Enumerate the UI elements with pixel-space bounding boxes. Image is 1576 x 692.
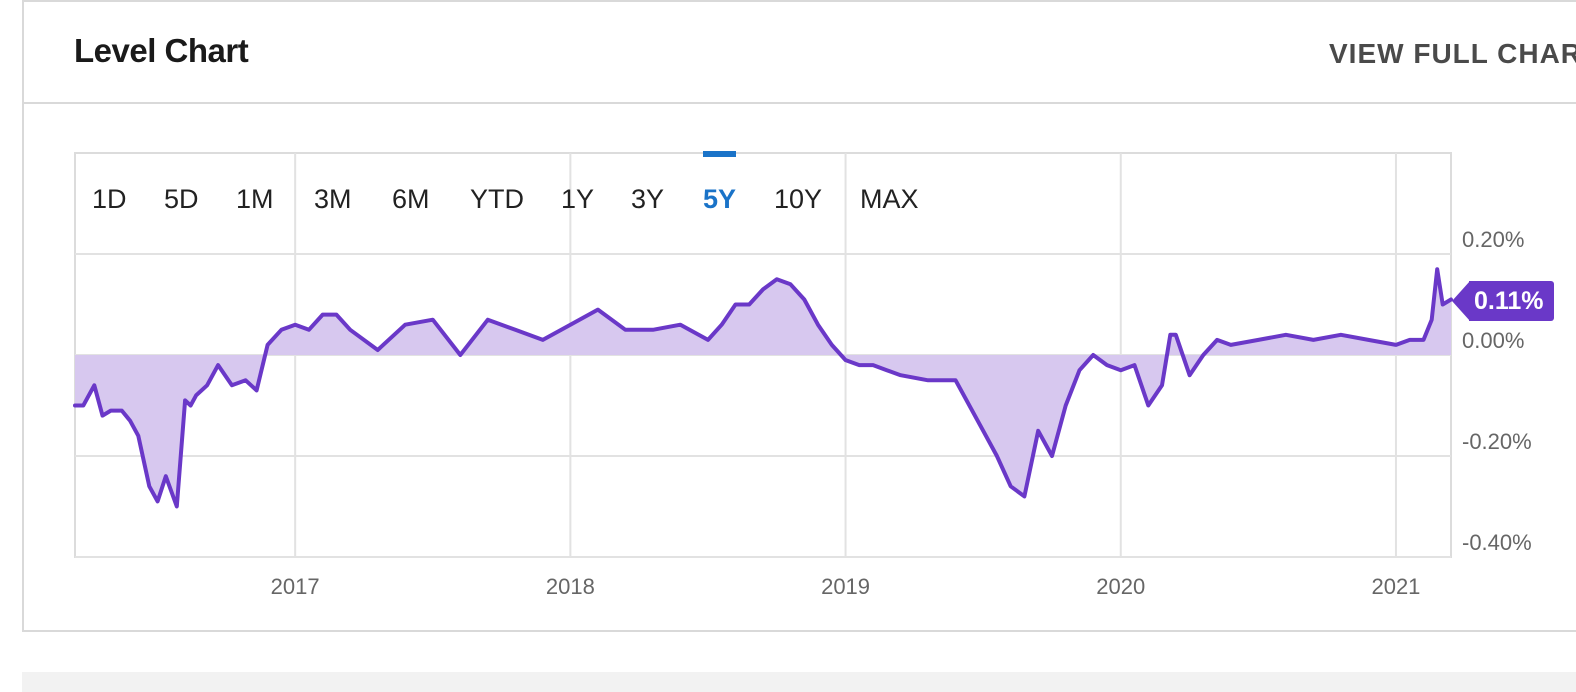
tab-10y[interactable]: 10Y [774, 184, 823, 214]
current-value-badge: 0.11% [1452, 281, 1554, 321]
y-tick-label: -0.20% [1462, 429, 1532, 454]
series-line [73, 267, 1453, 509]
tab-ytd[interactable]: YTD [470, 184, 524, 214]
tab-1d[interactable]: 1D [92, 184, 127, 214]
card-header: Level Chart VIEW FULL CHART [24, 2, 1576, 104]
y-tick-label: 0.00% [1462, 328, 1524, 353]
active-tab-indicator [703, 151, 736, 157]
tab-3y[interactable]: 3Y [631, 184, 665, 214]
series-area [75, 269, 1451, 507]
tab-5y[interactable]: 5Y [703, 184, 737, 214]
y-tick-label: 0.20% [1462, 227, 1524, 252]
x-tick-label: 2021 [1371, 574, 1420, 599]
card-title: Level Chart [74, 32, 249, 69]
x-tick-label: 2018 [546, 574, 595, 599]
x-tick-label: 2020 [1096, 574, 1145, 599]
footer-strip [22, 672, 1576, 692]
tab-1y[interactable]: 1Y [561, 184, 595, 214]
badge-pointer [1452, 281, 1470, 321]
tab-max[interactable]: MAX [860, 184, 919, 214]
tab-6m[interactable]: 6M [392, 184, 430, 214]
view-full-chart-link[interactable]: VIEW FULL CHART [1329, 38, 1576, 69]
y-tick-label: -0.40% [1462, 530, 1532, 555]
current-value-text: 0.11% [1474, 287, 1544, 315]
tab-3m[interactable]: 3M [314, 184, 352, 214]
x-tick-label: 2017 [271, 574, 320, 599]
x-tick-label: 2019 [821, 574, 870, 599]
tab-5d[interactable]: 5D [164, 184, 199, 214]
tab-1m[interactable]: 1M [236, 184, 274, 214]
